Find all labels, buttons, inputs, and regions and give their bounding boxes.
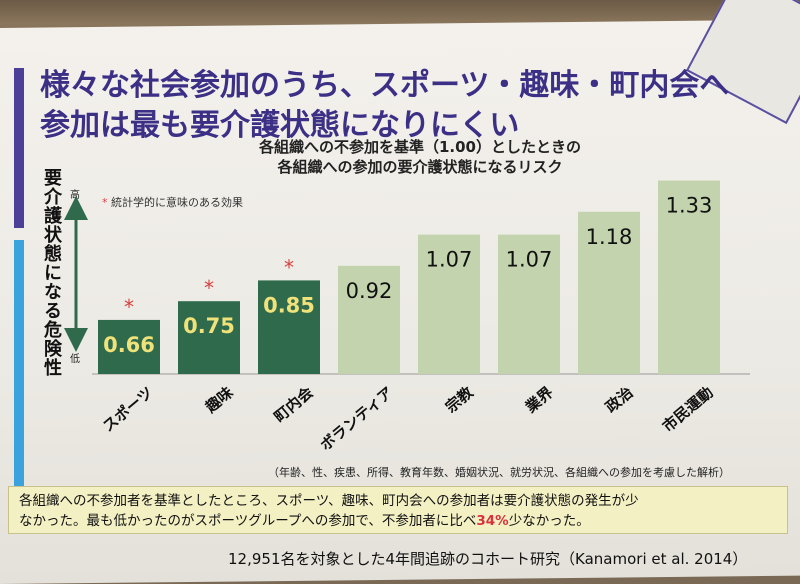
category-label-1: 趣味: [201, 383, 236, 417]
subtitle-line-2: 各組織への参加の要介護状態になるリスク: [277, 158, 563, 176]
bar-5: [498, 234, 560, 374]
category-label-3: ボランティア: [317, 383, 397, 454]
y-axis-label: 要介護状態になる危険性: [41, 168, 62, 377]
bar-3: [338, 265, 400, 374]
title-line-2: 参加は最も要介護状態になりにくい: [40, 108, 520, 143]
significance-star-1: *: [204, 276, 214, 300]
bar-1: [178, 301, 240, 374]
summary-highlight-percent: 34%: [476, 513, 509, 529]
bar-value-label-1: 0.75: [183, 314, 235, 338]
bar-4: [418, 234, 480, 374]
study-citation: 12,951名を対象とした4年間追跡のコホート研究（Kanamori et al…: [228, 550, 748, 568]
bar-6: [578, 211, 640, 374]
page-title: 様々な社会参加のうち、スポーツ・趣味・町内会へ 参加は最も要介護状態になりにくい: [40, 66, 760, 146]
bar-value-label-7: 1.33: [666, 194, 713, 218]
category-label-4: 宗教: [442, 383, 477, 417]
bar-value-label-3: 0.92: [346, 279, 393, 303]
significance-star-2: *: [284, 255, 294, 279]
bar-value-label-6: 1.18: [586, 225, 633, 249]
analysis-adjustment-note: （年齢、性、疾患、所得、教育年数、婚姻状況、就労状況、各組織への参加を考慮した解…: [268, 466, 730, 479]
y-axis-low-label: 低: [70, 354, 80, 365]
summary-box: 各組織への不参加者を基準としたところ、スポーツ、趣味、町内会への参加者は要介護状…: [8, 486, 788, 534]
category-label-0: スポーツ: [99, 383, 156, 435]
y-axis-high-label: 高: [70, 190, 80, 201]
bar-2: [258, 280, 320, 374]
summary-line-2a: なかった。最も低かったのがスポーツグループへの参加で、不参加者に比べ: [19, 513, 477, 529]
bar-value-label-2: 0.85: [263, 293, 315, 317]
category-label-5: 業界: [521, 383, 556, 417]
summary-line-2b: 少なかった。: [508, 513, 590, 529]
left-accent-bar-purple: [14, 68, 24, 228]
bar-value-label-0: 0.66: [103, 333, 155, 357]
significance-note-text: 統計学的に意味のある効果: [111, 196, 243, 209]
summary-line-1: 各組織への不参加者を基準としたところ、スポーツ、趣味、町内会への参加者は要介護状…: [19, 493, 639, 509]
chart-subtitle: 各組織への不参加を基準（1.00）としたときの 各組織への参加の要介護状態になる…: [200, 137, 640, 177]
significance-note: * 統計学的に意味のある効果: [102, 194, 243, 210]
category-label-2: 町内会: [271, 383, 317, 426]
significance-star-0: *: [124, 295, 134, 319]
bar-0: [98, 319, 160, 374]
subtitle-line-1: 各組織への不参加を基準（1.00）としたときの: [258, 138, 581, 156]
left-accent-bar-blue: [14, 240, 24, 490]
risk-bar-chart: 0.66 * スポーツ 0.75 * 趣味 0.85 * 町内会 0.92 ボランティア 1.07 宗教…: [64, 180, 750, 454]
bar-7: [658, 180, 720, 374]
significance-star-icon: *: [102, 196, 108, 209]
category-label-6: 政治: [602, 383, 637, 416]
bar-value-label-4: 1.07: [426, 248, 473, 272]
summary-line-2: なかった。最も低かったのがスポーツグループへの参加で、不参加者に比べ34%少なか…: [19, 511, 777, 531]
title-line-1: 様々な社会参加のうち、スポーツ・趣味・町内会へ: [40, 68, 730, 103]
bar-value-label-5: 1.07: [506, 248, 553, 272]
category-label-7: 市民運動: [659, 383, 717, 435]
